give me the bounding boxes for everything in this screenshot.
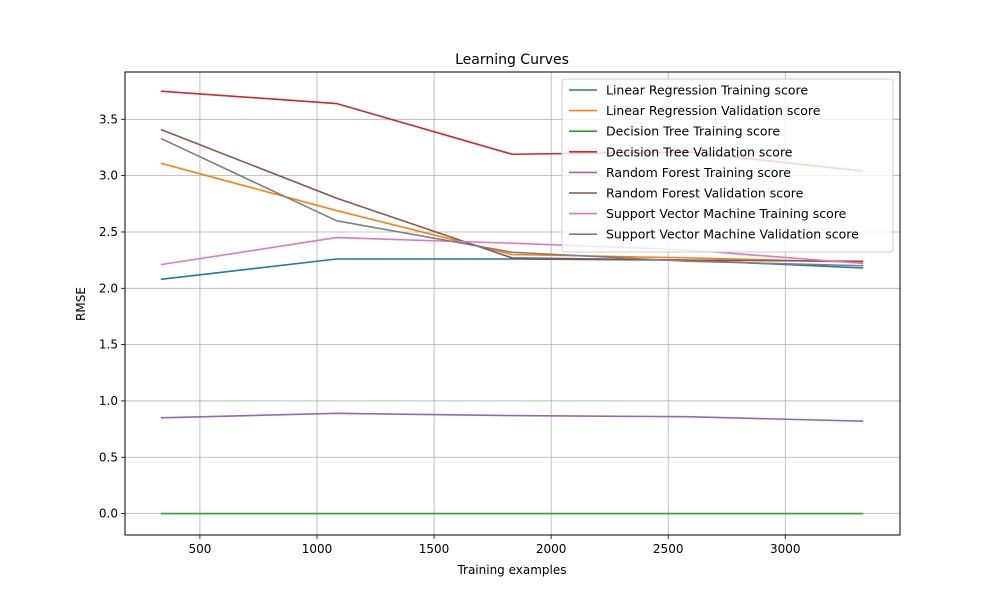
legend: Linear Regression Training score Linear R… <box>561 78 894 253</box>
series-line-4 <box>160 412 864 423</box>
legend-label-5: Random Forest Validation score <box>606 186 804 201</box>
legend-label-7: Support Vector Machine Validation score <box>606 227 859 242</box>
y-tick-label: 3.0 <box>99 169 118 183</box>
x-tick-label: 2500 <box>653 542 684 556</box>
series-line-7 <box>160 137 864 267</box>
y-tick-label: 2.0 <box>99 281 118 295</box>
y-tick-label: 2.5 <box>99 225 118 239</box>
x-tick-label: 1000 <box>302 542 333 556</box>
y-tick-label: 1.0 <box>99 394 118 408</box>
series-line-5 <box>160 128 864 263</box>
series-line-6 <box>160 236 864 266</box>
x-axis-label: Training examples <box>456 563 566 577</box>
x-tick-label: 1500 <box>419 542 450 556</box>
x-axis-ticks: 500 1000 1500 2000 2500 3000 <box>188 535 801 556</box>
legend-label-1: Linear Regression Validation score <box>606 103 821 118</box>
y-axis-ticks: 0.0 0.5 1.0 1.5 2.0 2.5 3.0 3.5 <box>99 112 125 521</box>
legend-label-6: Support Vector Machine Training score <box>606 206 847 221</box>
x-tick-label: 3000 <box>770 542 801 556</box>
chart-title: Learning Curves <box>455 52 569 68</box>
legend-label-2: Decision Tree Training score <box>606 124 780 139</box>
y-tick-label: 1.5 <box>99 338 118 352</box>
series-line-1 <box>160 162 864 264</box>
y-tick-label: 0.0 <box>99 507 118 521</box>
plot-frame <box>124 71 901 536</box>
x-tick-label: 2000 <box>536 542 567 556</box>
x-tick-label: 500 <box>188 542 211 556</box>
grid <box>125 72 900 535</box>
series-lines <box>160 90 864 515</box>
legend-label-4: Random Forest Training score <box>606 165 791 180</box>
y-tick-label: 0.5 <box>99 450 118 464</box>
legend-label-0: Linear Regression Training score <box>606 83 808 98</box>
legend-box <box>561 78 894 253</box>
y-tick-label: 3.5 <box>99 112 118 126</box>
y-axis-label: RMSE <box>74 287 88 321</box>
legend-label-3: Decision Tree Validation score <box>606 144 793 159</box>
